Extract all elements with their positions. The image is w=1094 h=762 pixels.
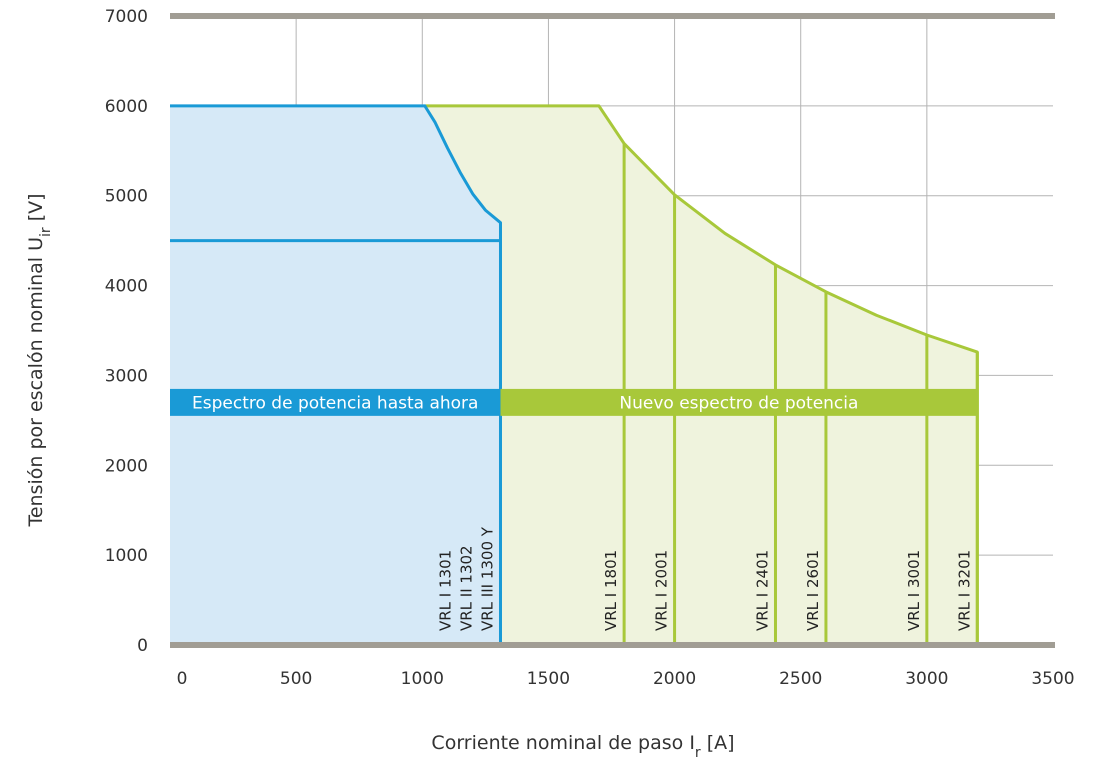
bands: Espectro de potencia hasta ahora Nuevo es… [170,388,978,416]
model-label: VRL I 3201 [955,550,973,631]
x-tick-label: 1000 [401,669,444,689]
x-axis-symbol: I [689,732,695,754]
model-label: VRL I 2001 [653,550,671,631]
y-tick-label: 5000 [105,187,148,207]
model-label: VRL I 2601 [804,550,822,631]
model-labels: VRL I 1301 VRL II 1302 VRL III 1300 Y VRL I… [436,526,973,631]
x-tick-label: 2500 [779,669,822,689]
y-axis-symbol-sub: ir [38,227,54,237]
x-tick-label: 3000 [905,669,948,689]
top-axis-bar [170,13,1055,19]
y-axis-symbol: U [25,237,47,251]
band-label: Espectro de potencia hasta ahora [192,393,478,413]
model-label: VRL II 1302 [457,545,475,631]
y-axis-title: Tensión por escalón nominal Uir [V] [25,193,55,527]
y-tick-label: 3000 [105,366,148,386]
y-tick-label: 6000 [105,97,148,117]
x-tick-label: 0 [177,669,188,689]
model-label: VRL III 1300 Y [478,526,496,631]
x-tick-label: 3500 [1031,669,1074,689]
y-tick-label: 1000 [105,546,148,566]
areas [170,105,978,646]
y-axis-label: Tensión por escalón nominal [25,257,47,528]
axes [170,13,1055,648]
model-label: VRL I 2401 [753,550,771,631]
x-axis-symbol-sub: r [695,745,701,761]
area-nuevo-espectro [424,105,978,646]
y-tick-label: 4000 [105,277,148,297]
model-label: VRL I 3001 [905,550,923,631]
model-label: VRL I 1301 [436,550,454,631]
model-label: VRL I 1801 [602,550,620,631]
line-espectro-hasta-ahora [170,104,502,645]
x-tick-label: 500 [280,669,312,689]
x-axis-label: Corriente nominal de paso [431,732,683,754]
bottom-axis-bar [170,642,1055,648]
band-label: Nuevo espectro de potencia [619,393,858,413]
x-tick-label: 2000 [653,669,696,689]
y-tick-label: 2000 [105,456,148,476]
x-axis-unit: [A] [707,732,735,754]
band [500,388,978,416]
x-axis-title: Corriente nominal de paso Ir [A] [431,732,734,762]
tick-labels: 0 500 1000 1500 2000 2500 3000 3500 0 1000 2000 300… [105,7,1075,689]
band [170,388,501,416]
x-tick-label: 1500 [527,669,570,689]
y-axis-unit: [V] [25,193,47,221]
line-nuevo-espectro [424,104,979,645]
y-tick-label: 0 [137,636,148,656]
y-tick-label: 7000 [105,7,148,27]
